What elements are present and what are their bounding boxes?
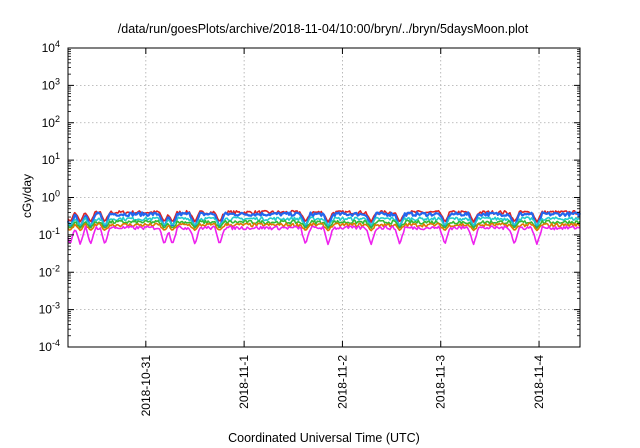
x-tick-label: 2018-11-2 [335,355,349,409]
y-tick-label: 10-2 [39,263,60,279]
series-line [66,211,581,229]
y-tick-label: 10-3 [39,301,60,317]
series-line [67,222,581,232]
y-tick-label: 104 [42,39,60,55]
series-line [67,216,581,227]
y-axis-label: cGy/day [20,174,34,218]
series-line [67,225,581,246]
y-tick-label: 10-1 [39,226,60,242]
y-tick-label: 103 [42,76,60,92]
x-tick-label: 2018-11-4 [532,355,546,409]
x-tick-label: 2018-10-31 [139,355,153,417]
x-axis-label: Coordinated Universal Time (UTC) [228,431,420,445]
series-layer [66,209,581,246]
x-tick-label: 2018-11-1 [237,355,251,409]
series-line [67,219,581,229]
x-tick-label: 2018-11-3 [434,355,448,409]
chart-title: /data/run/goesPlots/archive/2018-11-04/1… [118,22,529,36]
y-tick-label: 101 [42,151,60,167]
plot-frame [67,47,581,348]
grid [68,48,580,347]
y-tick-label: 100 [42,189,60,205]
y-tick-label: 102 [42,114,60,130]
y-tick-label: 10-4 [39,338,60,354]
